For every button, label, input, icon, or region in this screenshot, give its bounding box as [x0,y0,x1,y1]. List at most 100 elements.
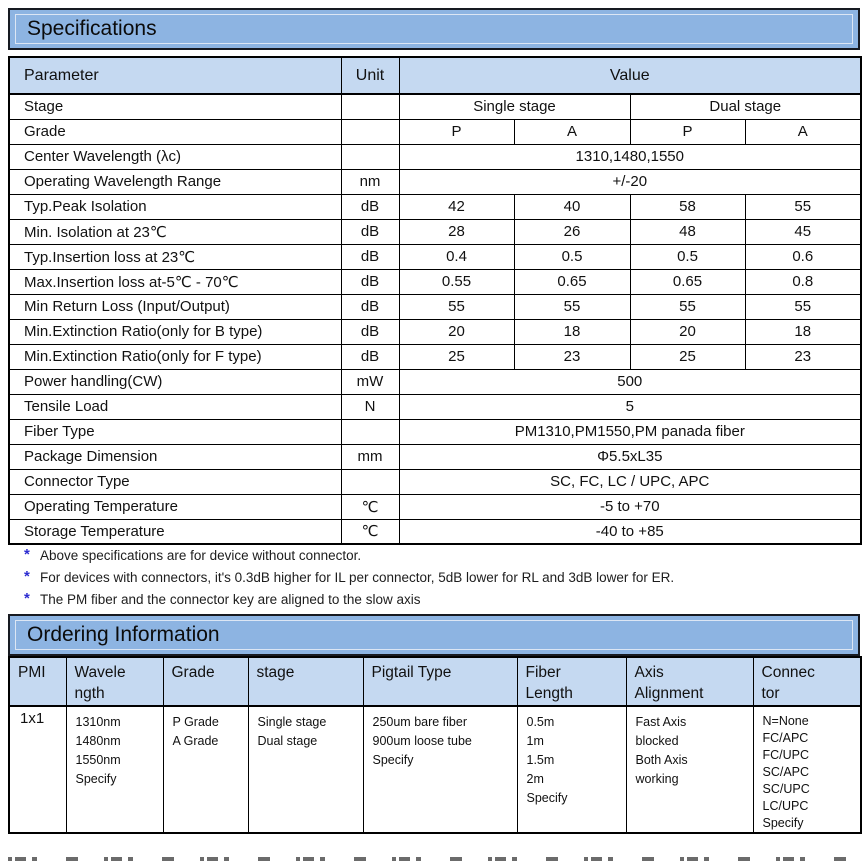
value-cell: P [398,118,515,145]
value-cell: 0.8 [744,268,862,295]
axis-alignment-options-cell: Fast Axis blocked Both Axis working [625,705,754,834]
column-header-wavelength: Wavelength [65,656,164,707]
table-row-package-dimension: Package Dimension mm Φ5.5xL35 [8,443,862,470]
column-header-axis-alignment: Axis Alignment [625,656,754,707]
parameter-cell: Min. Isolation at 23℃ [8,218,342,245]
ordering-title: Ordering Information [15,620,853,650]
value-cell: 5 [398,393,862,420]
ordering-table: PMI Wavelength Grade stage Pigtail Type … [8,656,862,834]
ordering-data-row: 1x1 1310nm 1480nm 1550nm Specify P Grade… [8,705,862,834]
parameter-cell: Operating Temperature [8,493,342,520]
value-cell: 500 [398,368,862,395]
value-cell: 0.6 [744,243,862,270]
value-cell: 0.4 [398,243,515,270]
value-cell: 28 [398,218,515,245]
pmi-cell: 1x1 [8,705,67,834]
connector-options-cell: N=None FC/APC FC/UPC SC/APC SC/UPC LC/UP… [752,705,862,834]
parameter-cell: Min.Extinction Ratio(only for B type) [8,318,342,345]
value-cell: PM1310,PM1550,PM panada fiber [398,418,862,445]
parameter-cell: Typ.Peak Isolation [8,193,342,220]
value-cell: 55 [744,293,862,320]
unit-cell: dB [340,343,400,370]
unit-cell: mW [340,368,400,395]
specifications-title: Specifications [15,14,853,44]
value-cell: 0.65 [513,268,631,295]
table-row-connector-type: Connector Type SC, FC, LC / UPC, APC [8,468,862,495]
parameter-cell: Storage Temperature [8,518,342,545]
value-cell: Single stage [398,93,631,120]
specifications-section-header: Specifications [8,8,860,50]
parameter-cell: Typ.Insertion loss at 23℃ [8,243,342,270]
parameter-cell: Grade [8,118,342,145]
asterisk-marker: * [24,546,30,563]
column-header-parameter: Parameter [8,56,342,95]
parameter-cell: Power handling(CW) [8,368,342,395]
unit-cell: dB [340,218,400,245]
unit-cell: ℃ [340,518,400,545]
parameter-cell: Stage [8,93,342,120]
unit-cell [340,143,400,170]
value-cell: 25 [398,343,515,370]
value-cell: 0.5 [629,243,746,270]
value-cell: 40 [513,193,631,220]
ordering-header-row: PMI Wavelength Grade stage Pigtail Type … [8,656,862,707]
value-cell: P [629,118,746,145]
value-cell: A [744,118,862,145]
value-cell: 23 [744,343,862,370]
footnote: * For devices with connectors, it's 0.3d… [24,569,860,592]
value-cell: 0.65 [629,268,746,295]
parameter-cell: Tensile Load [8,393,342,420]
value-cell: 25 [629,343,746,370]
value-cell: 48 [629,218,746,245]
value-cell: 23 [513,343,631,370]
table-row-typ-insertion-loss: Typ.Insertion loss at 23℃ dB 0.4 0.5 0.5… [8,243,862,270]
value-cell: 26 [513,218,631,245]
value-cell: 55 [629,293,746,320]
parameter-cell: Max.Insertion loss at-5℃ - 70℃ [8,268,342,295]
column-header-grade: Grade [162,656,249,707]
parameter-cell: Package Dimension [8,443,342,470]
table-row-tensile-load: Tensile Load N 5 [8,393,862,420]
value-cell: 20 [629,318,746,345]
wavelength-options-cell: 1310nm 1480nm 1550nm Specify [65,705,164,834]
unit-cell: dB [340,293,400,320]
asterisk-marker: * [24,590,30,607]
value-cell: 20 [398,318,515,345]
value-cell: -5 to +70 [398,493,862,520]
column-header-unit: Unit [340,56,400,95]
parameter-cell: Min Return Loss (Input/Output) [8,293,342,320]
column-header-value: Value [398,56,862,95]
value-cell: 42 [398,193,515,220]
parameter-cell: Min.Extinction Ratio(only for F type) [8,343,342,370]
unit-cell [340,418,400,445]
spec-footnotes: * Above specifications are for device wi… [8,545,860,614]
unit-cell: dB [340,193,400,220]
value-cell: SC, FC, LC / UPC, APC [398,468,862,495]
parameter-cell: Fiber Type [8,418,342,445]
value-cell: A [513,118,631,145]
value-cell: 55 [744,193,862,220]
footnote-text: For devices with connectors, it's 0.3dB … [40,570,675,585]
value-cell: 45 [744,218,862,245]
table-row-typ-peak-isolation: Typ.Peak Isolation dB 42 40 58 55 [8,193,862,220]
value-cell: +/-20 [398,168,862,195]
value-cell: 55 [398,293,515,320]
spec-column-header-row: Parameter Unit Value [8,56,862,95]
unit-cell: dB [340,268,400,295]
grade-options-cell: P Grade A Grade [162,705,249,834]
unit-cell: dB [340,318,400,345]
value-cell: Dual stage [629,93,862,120]
column-header-fiber-length: Fiber Length [516,656,627,707]
table-row-operating-temperature: Operating Temperature ℃ -5 to +70 [8,493,862,520]
value-cell: 58 [629,193,746,220]
value-cell: 55 [513,293,631,320]
column-header-pigtail-type: Pigtail Type [362,656,518,707]
ordering-section-header: Ordering Information [8,614,860,656]
footnote-text: Above specifications are for device with… [40,548,362,563]
footnote: * The PM fiber and the connector key are… [24,590,860,614]
parameter-cell: Connector Type [8,468,342,495]
table-row-power-handling: Power handling(CW) mW 500 [8,368,862,395]
table-row-operating-wavelength-range: Operating Wavelength Range nm +/-20 [8,168,862,195]
unit-cell: ℃ [340,493,400,520]
specifications-table: Parameter Unit Value Stage Single stage … [8,56,863,545]
